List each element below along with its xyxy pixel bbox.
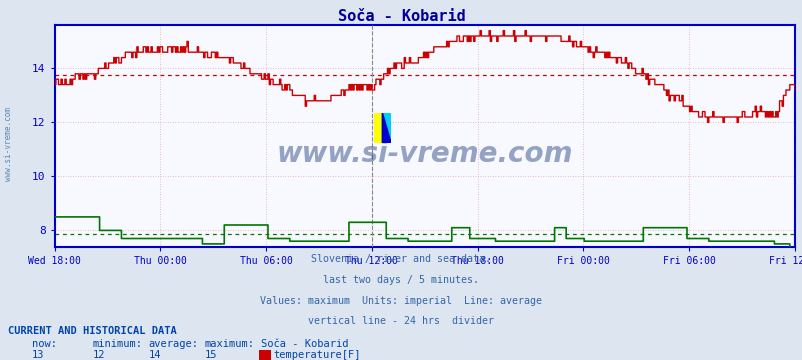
Polygon shape bbox=[382, 112, 391, 143]
Text: 14: 14 bbox=[148, 350, 161, 360]
Polygon shape bbox=[373, 112, 382, 143]
Text: now:: now: bbox=[32, 339, 57, 350]
Text: 12: 12 bbox=[92, 350, 105, 360]
Text: CURRENT AND HISTORICAL DATA: CURRENT AND HISTORICAL DATA bbox=[8, 326, 176, 336]
Text: Values: maximum  Units: imperial  Line: average: Values: maximum Units: imperial Line: av… bbox=[260, 296, 542, 306]
Text: Slovenia / river and sea data.: Slovenia / river and sea data. bbox=[311, 254, 491, 264]
Text: vertical line - 24 hrs  divider: vertical line - 24 hrs divider bbox=[308, 316, 494, 327]
Text: Soča - Kobarid: Soča - Kobarid bbox=[337, 9, 465, 24]
Text: 13: 13 bbox=[32, 350, 45, 360]
Text: www.si-vreme.com: www.si-vreme.com bbox=[276, 140, 573, 168]
Text: temperature[F]: temperature[F] bbox=[273, 350, 360, 360]
Text: last two days / 5 minutes.: last two days / 5 minutes. bbox=[323, 275, 479, 285]
Text: www.si-vreme.com: www.si-vreme.com bbox=[3, 107, 13, 181]
Text: average:: average: bbox=[148, 339, 198, 350]
Polygon shape bbox=[382, 112, 391, 143]
Text: minimum:: minimum: bbox=[92, 339, 142, 350]
Text: 15: 15 bbox=[205, 350, 217, 360]
Text: Soča - Kobarid: Soča - Kobarid bbox=[261, 339, 348, 350]
Text: maximum:: maximum: bbox=[205, 339, 254, 350]
